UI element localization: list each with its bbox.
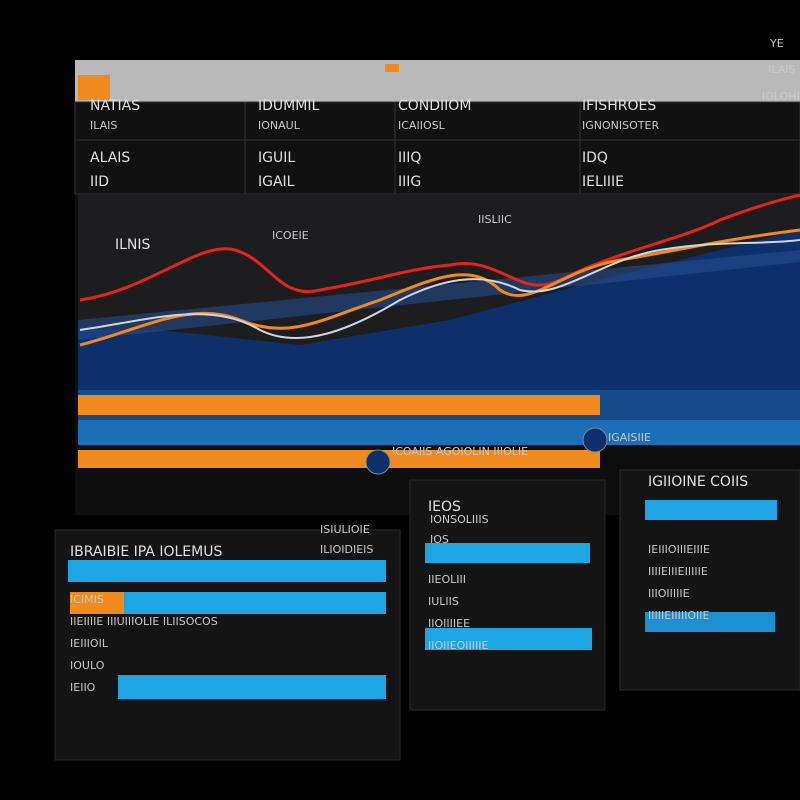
label: IIEOLIII	[428, 573, 466, 586]
label: ICIMIS	[70, 593, 104, 606]
label: IOLOHIS	[762, 90, 800, 103]
progress-bar	[645, 612, 775, 632]
label: IELIIIE	[582, 174, 624, 190]
progress-bar	[425, 543, 590, 563]
label: ILIOIDIEIS	[320, 543, 373, 556]
line-red	[79, 193, 800, 302]
label: IIIIIEIIIIIOIIE	[648, 609, 710, 622]
label: ICAIIOSL	[398, 119, 446, 132]
label: IIIQ	[398, 150, 421, 166]
label: CONDIIOM	[398, 98, 471, 114]
label: IGIIOINE COIIS	[648, 474, 748, 490]
line-white	[79, 239, 800, 339]
title-bar	[75, 60, 800, 102]
legend-dot[interactable]	[365, 449, 391, 475]
label: ILAIS	[768, 63, 795, 76]
tab-indicator[interactable]	[385, 64, 399, 72]
label: IEIIIOIIIEIIIE	[648, 543, 710, 556]
progress-bar	[70, 592, 386, 614]
label: NATIAS	[90, 98, 140, 114]
label: ALAIS	[90, 150, 130, 166]
label: IID	[90, 174, 109, 190]
label: IONSOLIIIS	[430, 513, 489, 526]
label: IFISHROES	[582, 98, 656, 114]
bar-track	[78, 420, 800, 445]
label: IIIIEIIIEIIIIIE	[648, 565, 708, 578]
label: IEIIIOIL	[70, 637, 109, 650]
label: IISLIIC	[478, 213, 512, 226]
label: ILAIS	[90, 119, 117, 132]
app-icon[interactable]	[78, 75, 110, 100]
label: IEIIO	[70, 681, 96, 694]
label: IIIG	[398, 174, 421, 190]
area-band	[78, 250, 800, 340]
label: IDUMMIL	[258, 98, 319, 114]
progress-bar	[425, 628, 592, 650]
label: ISIULIOIE	[320, 523, 370, 536]
table	[74, 101, 800, 195]
label: IULIIS	[428, 595, 459, 608]
label: IDQ	[582, 150, 608, 166]
panel	[409, 479, 606, 711]
label: IONAUL	[258, 119, 301, 132]
progress-bar	[645, 500, 777, 520]
label: IBRAIBIE IPA IOLEMUS	[70, 544, 222, 560]
label: ILNIS	[115, 237, 151, 253]
bar-orange	[78, 395, 600, 415]
label: IIIOIIIIIE	[648, 587, 690, 600]
label: IIEIIIIE IIIUIIIOLIE ILIISOCOS	[70, 615, 218, 628]
label: IGAISIIE	[608, 431, 651, 444]
label: IGAIL	[258, 174, 295, 190]
label: ICOEIE	[272, 229, 309, 242]
label: IIOIIIIEE	[428, 617, 470, 630]
label: IIOIIEOIIIIIE	[428, 639, 488, 652]
label: IGNONISOTER	[582, 119, 659, 132]
label: IEOS	[428, 499, 461, 515]
label: IOS	[430, 533, 449, 546]
progress-bar	[118, 675, 386, 699]
label: ICOAIIS AGOIOLIN IIIOLIE	[392, 445, 528, 458]
bar-orange-low	[78, 450, 600, 468]
texts: YE ILAIS IOLOHIS NATIAS ILAIS ALAIS IID IDUMMIL…	[70, 37, 800, 694]
line-orange	[79, 228, 800, 347]
label: YE	[769, 37, 784, 50]
label: IGUIL	[258, 150, 295, 166]
progress-bar	[68, 560, 386, 582]
legend-dot[interactable]	[582, 427, 608, 453]
progress-fill	[70, 592, 124, 614]
label: IOULO	[70, 659, 105, 672]
